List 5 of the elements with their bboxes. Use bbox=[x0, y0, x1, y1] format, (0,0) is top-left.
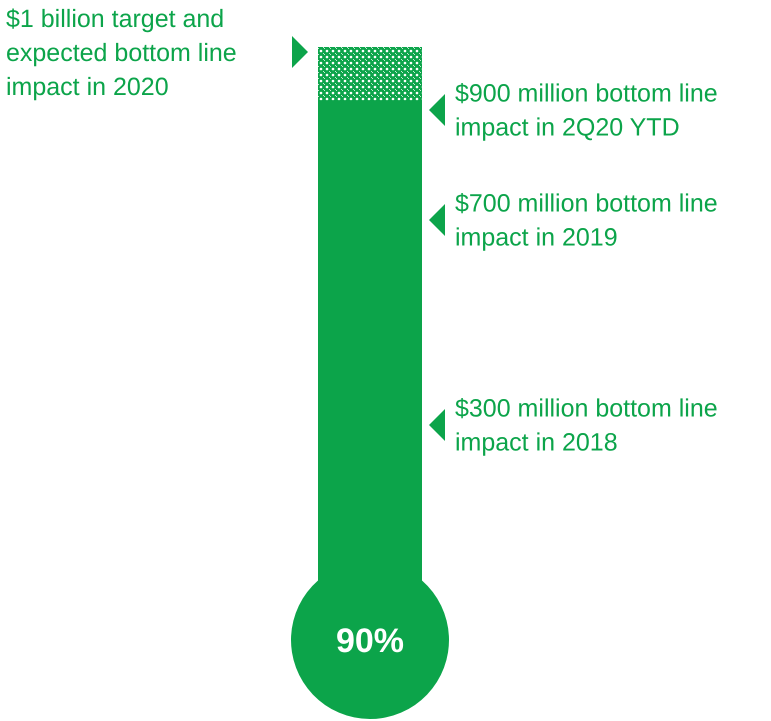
data-label: 90% bbox=[336, 622, 404, 660]
text: $900 million bottom line impact in 2Q20 YTD bbox=[455, 80, 718, 142]
text: $1 billion target and expected bottom line impact in 2020 bbox=[6, 5, 237, 101]
text: $700 million bottom line impact in 2019 bbox=[455, 190, 718, 252]
text: $300 million bottom line impact in 2018 bbox=[455, 394, 718, 456]
